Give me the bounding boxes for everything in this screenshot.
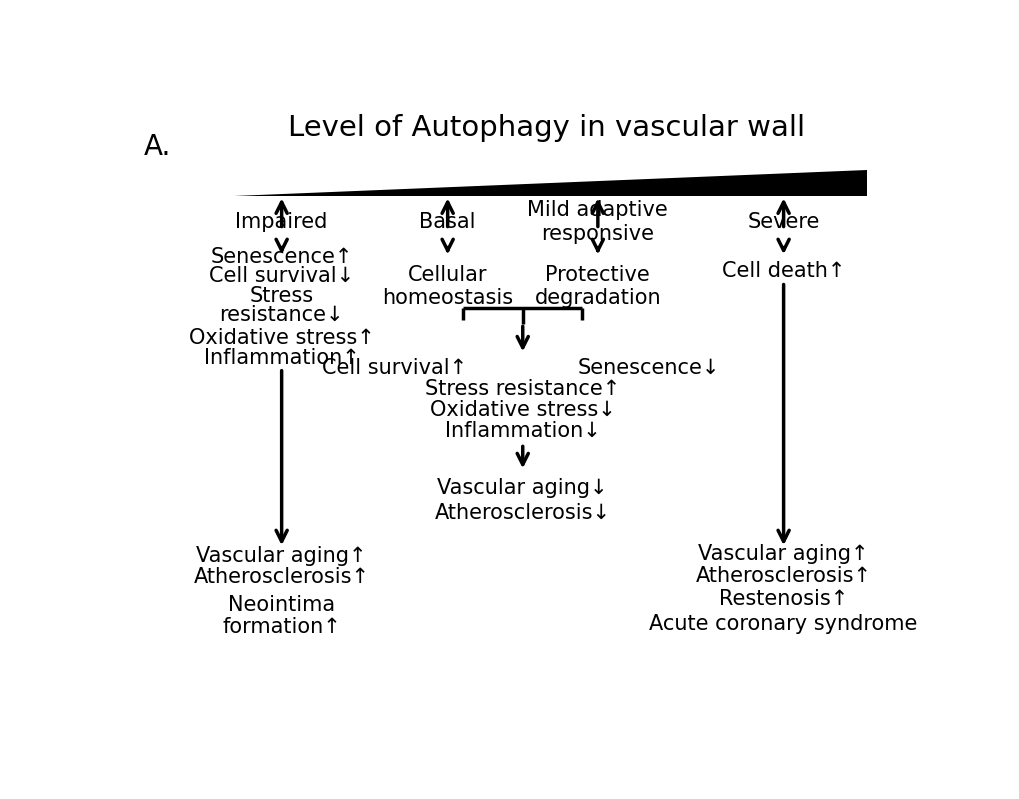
Text: Level of Autophagy in vascular wall: Level of Autophagy in vascular wall <box>287 114 804 142</box>
Polygon shape <box>234 169 866 196</box>
Text: Oxidative stress↑: Oxidative stress↑ <box>189 328 374 348</box>
Text: Atherosclerosis↑: Atherosclerosis↑ <box>194 567 369 587</box>
Text: Cell survival↑: Cell survival↑ <box>322 358 467 378</box>
Text: A.: A. <box>143 133 170 161</box>
Text: resistance↓: resistance↓ <box>219 305 343 325</box>
Text: Inflammation↑: Inflammation↑ <box>204 348 359 368</box>
Text: Stress: Stress <box>250 287 314 307</box>
Text: Severe: Severe <box>747 212 819 232</box>
Text: Senescence↑: Senescence↑ <box>210 247 353 267</box>
Text: Cell death↑: Cell death↑ <box>721 261 845 281</box>
Text: Mild adaptive
responsive: Mild adaptive responsive <box>527 201 667 244</box>
Text: Stress resistance↑: Stress resistance↑ <box>425 379 620 399</box>
Text: Vascular aging↑: Vascular aging↑ <box>698 544 868 564</box>
Text: Vascular aging↑: Vascular aging↑ <box>197 546 367 566</box>
Text: Senescence↓: Senescence↓ <box>578 358 719 378</box>
Text: Basal: Basal <box>419 212 476 232</box>
Text: Cell survival↓: Cell survival↓ <box>209 265 354 285</box>
Text: formation↑: formation↑ <box>222 618 340 638</box>
Text: Inflammation↓: Inflammation↓ <box>444 420 600 440</box>
Text: Cellular
homeostasis: Cellular homeostasis <box>382 265 513 308</box>
Text: Acute coronary syndrome: Acute coronary syndrome <box>649 614 917 634</box>
Text: Atherosclerosis↓: Atherosclerosis↓ <box>434 503 610 523</box>
Text: Neointima: Neointima <box>228 595 335 615</box>
Text: Impaired: Impaired <box>235 212 327 232</box>
Text: Restenosis↑: Restenosis↑ <box>718 589 848 609</box>
Text: Atherosclerosis↑: Atherosclerosis↑ <box>695 566 871 586</box>
Text: Vascular aging↓: Vascular aging↓ <box>437 479 607 499</box>
Text: Oxidative stress↓: Oxidative stress↓ <box>429 400 615 419</box>
Text: Protective
degradation: Protective degradation <box>534 265 660 308</box>
